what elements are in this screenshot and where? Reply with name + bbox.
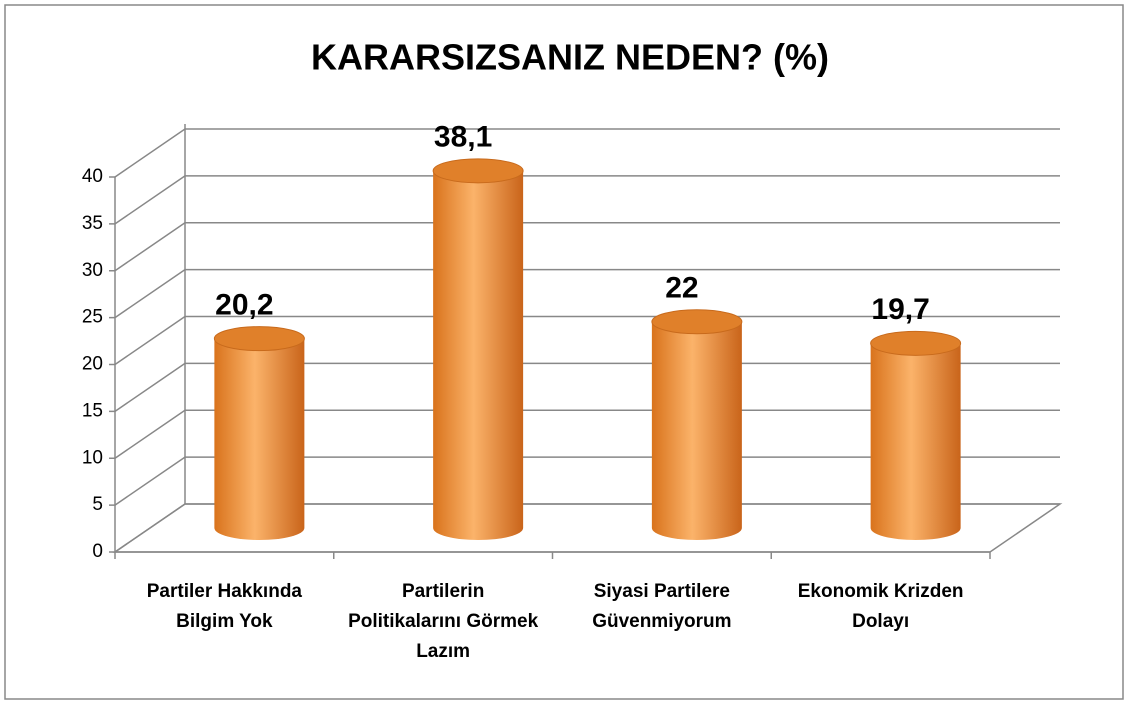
y-tick-label: 25 — [82, 307, 103, 328]
grid-line — [114, 503, 1060, 553]
bar — [870, 343, 961, 540]
bar — [433, 170, 524, 540]
grid-line — [114, 362, 1060, 412]
bar-top — [870, 330, 962, 356]
y-tick-label: 10 — [82, 447, 103, 468]
bar — [651, 321, 742, 540]
y-tick-label: 35 — [82, 213, 103, 234]
y-tick-label: 30 — [82, 260, 103, 281]
grid-line — [114, 456, 1060, 506]
x-tick-label: Partiler Hakkında Bilgim Yok — [146, 581, 302, 632]
x-tick-label: Partilerin Politikalarını Görmek Lazım — [348, 581, 539, 662]
grid-line — [114, 409, 1060, 459]
value-label: 20,2 — [215, 289, 273, 322]
value-label: 19,7 — [871, 293, 929, 326]
value-label: 22 — [665, 272, 698, 305]
bar-top — [651, 309, 743, 335]
grid-line — [114, 128, 1060, 178]
y-tick-label: 5 — [92, 494, 103, 515]
y-tick-label: 20 — [82, 354, 103, 375]
y-tick-label: 40 — [82, 166, 103, 187]
value-label: 38,1 — [434, 121, 492, 154]
bar-top — [213, 326, 305, 352]
grid-line — [114, 315, 1060, 366]
bar-top — [432, 158, 524, 184]
x-tick-label: Ekonomik Krizden Dolayı — [797, 581, 964, 632]
bar — [214, 338, 305, 540]
x-tick-label: Siyasi Partilere Güvenmiyorum — [592, 581, 732, 632]
grid-line — [114, 222, 1060, 272]
y-tick-label: 15 — [82, 400, 103, 421]
y-tick-label: 0 — [92, 541, 103, 562]
grid-line — [114, 268, 1060, 319]
grid-line — [114, 175, 1060, 225]
chart-title: KARARSIZSANIZ NEDEN? (%) — [311, 37, 829, 78]
